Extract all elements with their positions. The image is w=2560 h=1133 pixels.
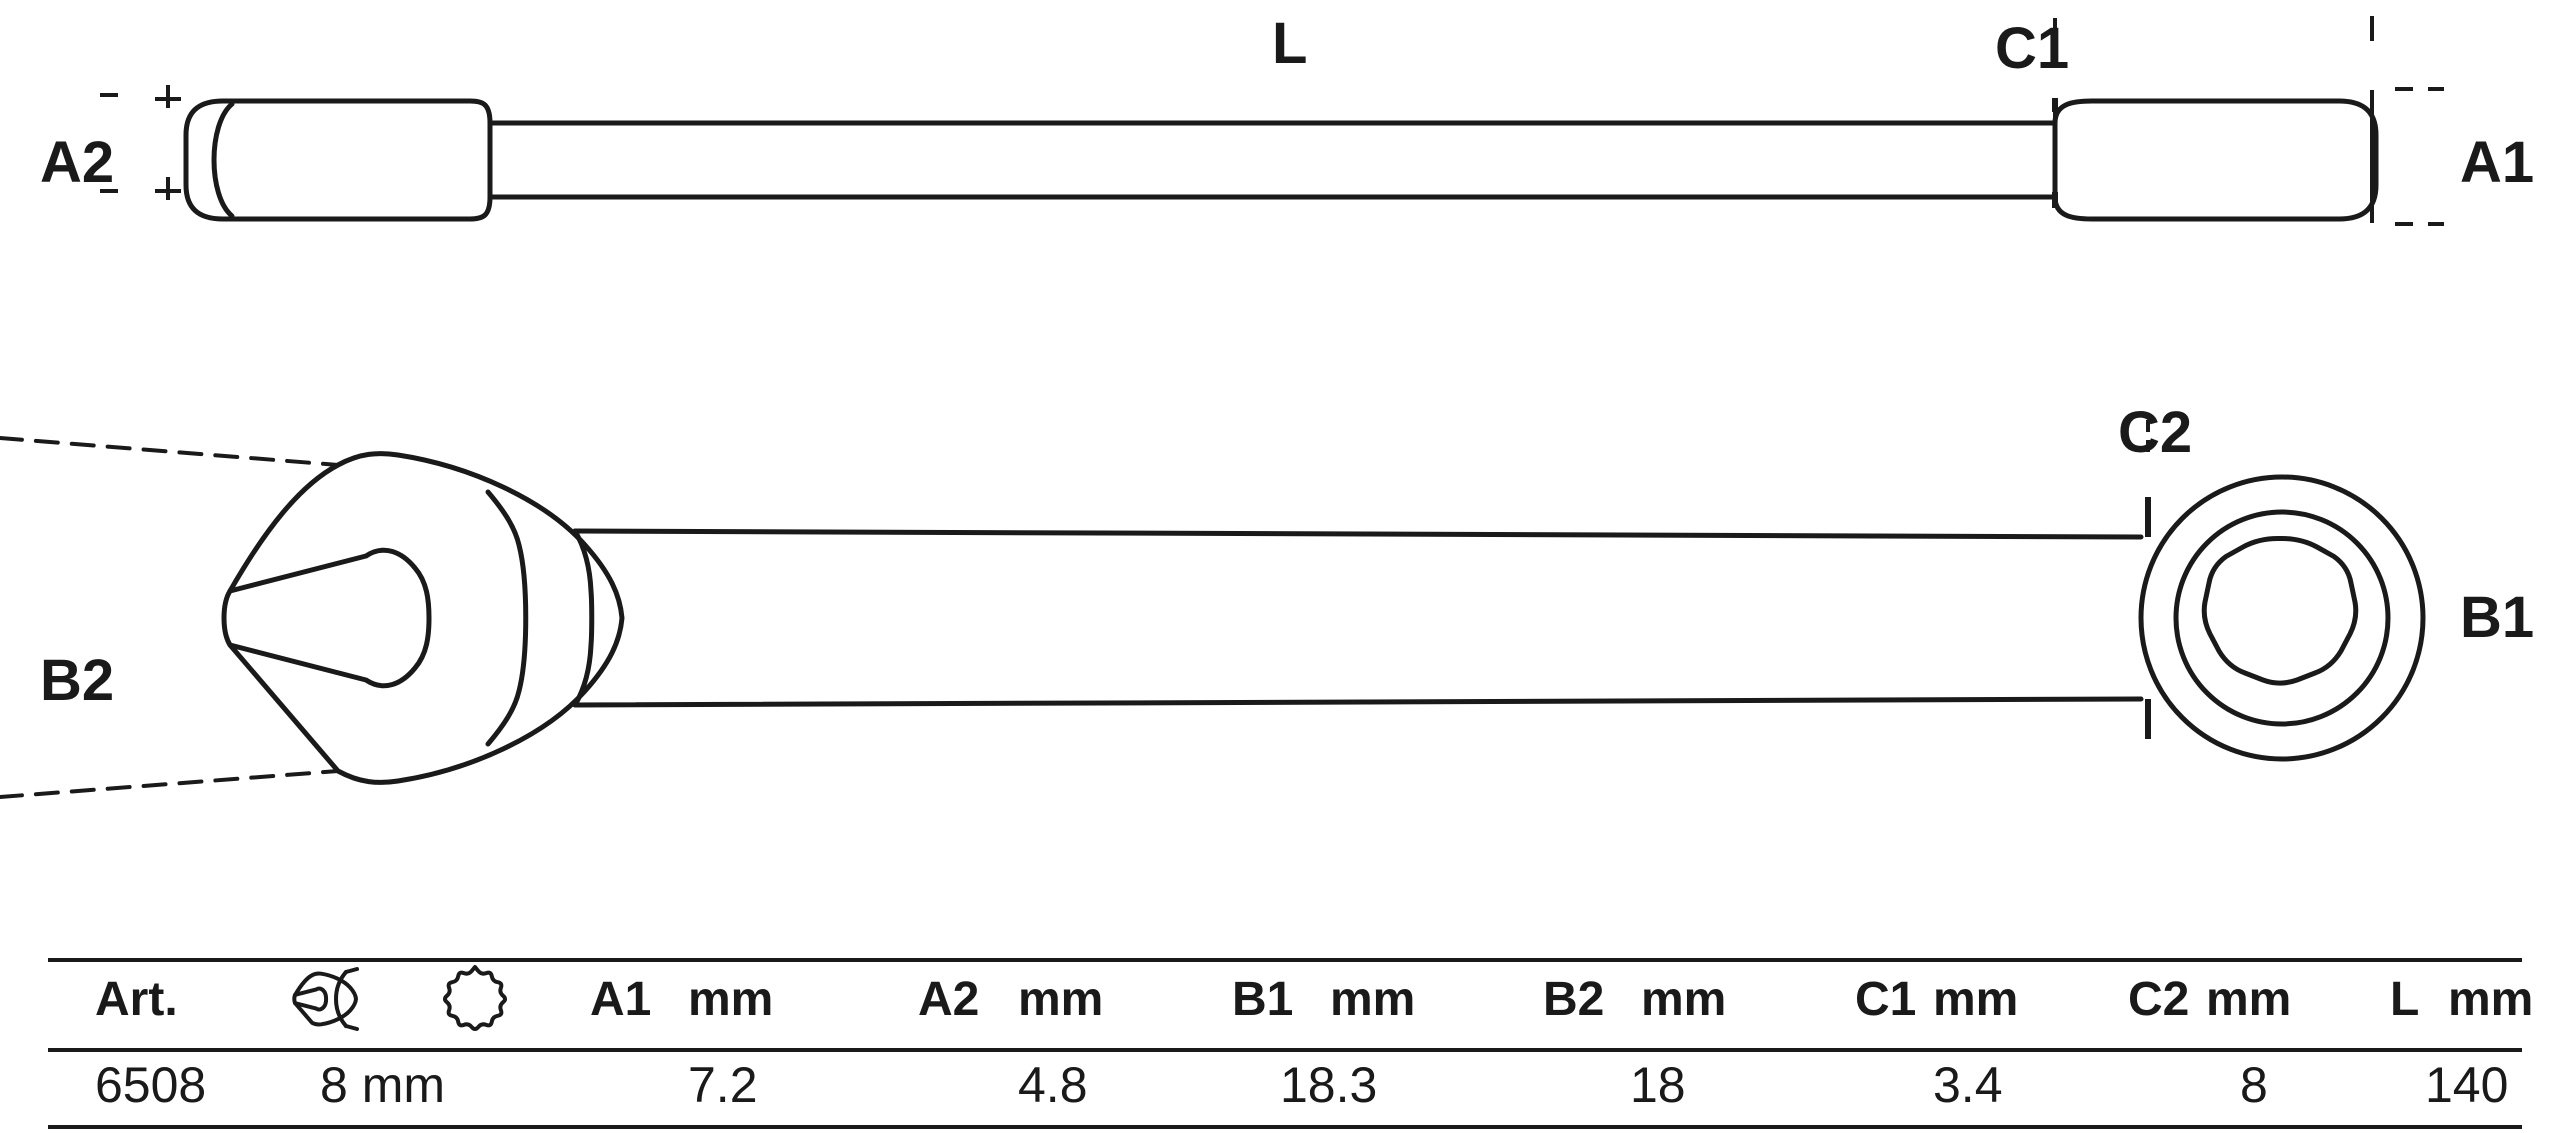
- svg-text:A2: A2: [40, 130, 114, 195]
- svg-text:mm: mm: [688, 973, 773, 1026]
- svg-text:B1: B1: [2460, 585, 2534, 650]
- svg-text:8: 8: [2240, 1057, 2268, 1113]
- svg-text:7.2: 7.2: [688, 1057, 758, 1113]
- svg-text:A2: A2: [918, 973, 979, 1026]
- svg-text:18: 18: [1630, 1057, 1686, 1113]
- svg-text:3.4: 3.4: [1933, 1057, 2003, 1113]
- svg-text:L: L: [1272, 11, 1307, 76]
- svg-text:C2: C2: [2128, 973, 2189, 1026]
- svg-text:C1: C1: [1995, 16, 2069, 81]
- svg-text:C2: C2: [2118, 400, 2192, 465]
- svg-text:8 mm: 8 mm: [320, 1057, 445, 1113]
- svg-text:mm: mm: [1330, 973, 1415, 1026]
- svg-text:A1: A1: [590, 973, 651, 1026]
- svg-text:B2: B2: [1543, 973, 1604, 1026]
- svg-text:mm: mm: [1933, 973, 2018, 1026]
- svg-text:A1: A1: [2460, 130, 2534, 195]
- svg-text:mm: mm: [2206, 973, 2291, 1026]
- svg-text:140: 140: [2425, 1057, 2508, 1113]
- svg-text:mm: mm: [1641, 973, 1726, 1026]
- svg-text:6508: 6508: [95, 1057, 206, 1113]
- svg-text:L: L: [2390, 973, 2419, 1026]
- svg-text:mm: mm: [2448, 973, 2533, 1026]
- svg-text:mm: mm: [1018, 973, 1103, 1026]
- svg-text:B1: B1: [1232, 973, 1293, 1026]
- svg-text:18.3: 18.3: [1280, 1057, 1377, 1113]
- svg-text:B2: B2: [40, 648, 114, 713]
- svg-text:C1: C1: [1855, 973, 1916, 1026]
- svg-text:Art.: Art.: [95, 973, 178, 1026]
- svg-text:4.8: 4.8: [1018, 1057, 1088, 1113]
